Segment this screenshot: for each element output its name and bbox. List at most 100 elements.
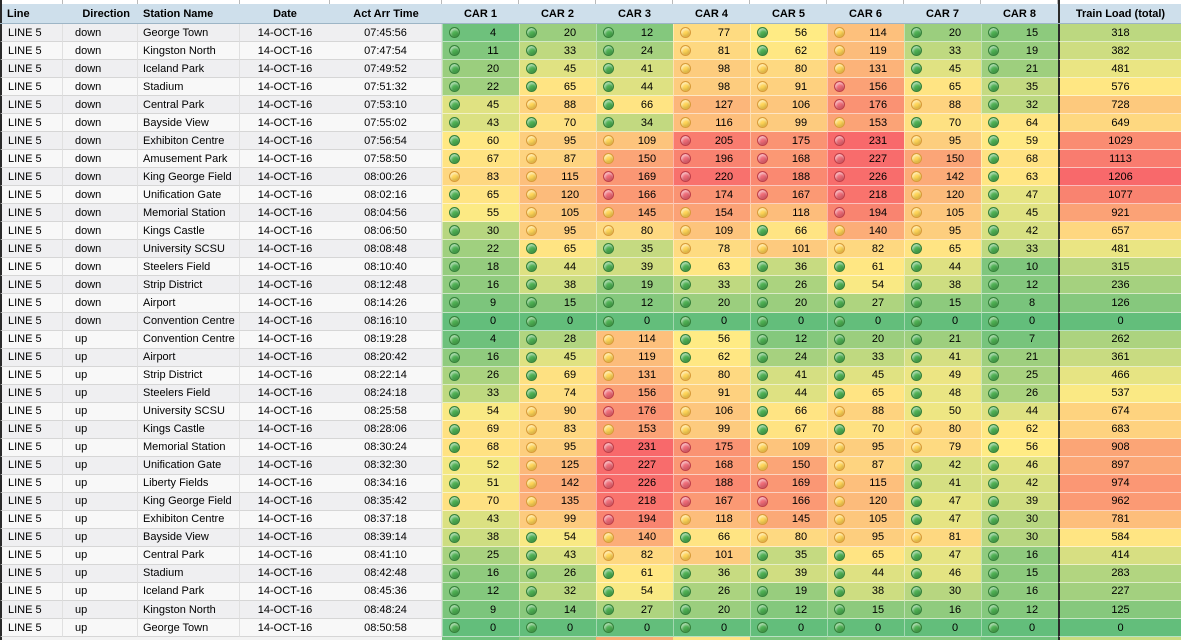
car-5-cell[interactable]: 19: [750, 582, 827, 601]
car-7-cell[interactable]: 46: [904, 564, 981, 583]
car-4-cell[interactable]: 20: [673, 601, 750, 620]
car-4-cell[interactable]: 78: [673, 240, 750, 259]
car-3-cell[interactable]: 176: [596, 402, 673, 421]
car-5-cell[interactable]: 0: [750, 312, 827, 331]
cell-date[interactable]: 14-OCT-16: [240, 276, 330, 295]
cell-date[interactable]: 14-OCT-16: [240, 204, 330, 223]
car-3-cell[interactable]: 150: [596, 150, 673, 169]
cell-train-load-total[interactable]: 481: [1058, 240, 1181, 259]
car-5-cell[interactable]: 39: [750, 564, 827, 583]
cell-direction[interactable]: up: [63, 528, 138, 547]
cell-date[interactable]: 14-OCT-16: [240, 294, 330, 313]
car-2-cell[interactable]: 115: [519, 168, 596, 187]
car-6-cell[interactable]: 44: [827, 564, 904, 583]
car-1-cell[interactable]: 43: [442, 510, 519, 529]
car-1-cell[interactable]: 69: [442, 420, 519, 439]
cell-act-arr-time[interactable]: 07:49:52: [330, 60, 442, 79]
cell-station-name[interactable]: George Town: [138, 619, 240, 638]
cell-train-load-total[interactable]: 0: [1058, 619, 1181, 638]
car-5-cell[interactable]: 99: [750, 114, 827, 133]
car-5-cell[interactable]: 41: [750, 366, 827, 385]
cell-station-name[interactable]: Stadium: [138, 78, 240, 97]
cell-date[interactable]: 14-OCT-16: [240, 420, 330, 439]
car-7-cell[interactable]: 41: [904, 474, 981, 493]
car-8-cell[interactable]: 45: [981, 204, 1058, 223]
car-3-cell[interactable]: 39: [596, 258, 673, 277]
cell-act-arr-time[interactable]: 08:10:40: [330, 258, 442, 277]
cell-line[interactable]: LINE 5: [0, 222, 63, 241]
cell-train-load-total[interactable]: 728: [1058, 96, 1181, 115]
car-5-cell[interactable]: 118: [750, 204, 827, 223]
car-2-cell[interactable]: 54: [519, 528, 596, 547]
car-1-cell[interactable]: 55: [442, 204, 519, 223]
car-5-cell[interactable]: 44: [750, 384, 827, 403]
car-2-cell[interactable]: 95: [519, 222, 596, 241]
car-1-cell[interactable]: 22: [442, 240, 519, 259]
car-7-cell[interactable]: 0: [904, 312, 981, 331]
car-1-cell[interactable]: 65: [442, 186, 519, 205]
cell-train-load-total[interactable]: 974: [1058, 474, 1181, 493]
cell-direction[interactable]: up: [63, 510, 138, 529]
car-1-cell[interactable]: 4: [442, 330, 519, 349]
cell-station-name[interactable]: Unification Gate: [138, 456, 240, 475]
cell-date[interactable]: 14-OCT-16: [240, 474, 330, 493]
car-3-cell[interactable]: 80: [596, 222, 673, 241]
cell-line[interactable]: LINE 5: [0, 366, 63, 385]
car-5-cell[interactable]: 24: [750, 348, 827, 367]
cell-station-name[interactable]: University SCSU: [138, 240, 240, 259]
car-5-cell[interactable]: 35: [750, 546, 827, 565]
cell-train-load-total[interactable]: 125: [1058, 601, 1181, 620]
cell-act-arr-time[interactable]: 08:20:42: [330, 348, 442, 367]
car-3-cell[interactable]: 156: [596, 384, 673, 403]
cell-direction[interactable]: up: [63, 402, 138, 421]
car-8-cell[interactable]: 25: [981, 366, 1058, 385]
cell-train-load-total[interactable]: 781: [1058, 510, 1181, 529]
cell-act-arr-time[interactable]: 07:51:32: [330, 78, 442, 97]
cell-station-name[interactable]: Central Park: [138, 546, 240, 565]
cell-date[interactable]: 14-OCT-16: [240, 546, 330, 565]
car-4-cell[interactable]: 0: [673, 312, 750, 331]
cell-line[interactable]: LINE 5: [0, 492, 63, 511]
cell-direction[interactable]: down: [63, 276, 138, 295]
car-2-cell[interactable]: 74: [519, 384, 596, 403]
car-3-cell[interactable]: 153: [596, 420, 673, 439]
car-3-cell[interactable]: 41: [596, 60, 673, 79]
car-1-cell[interactable]: 83: [442, 168, 519, 187]
cell-date[interactable]: 14-OCT-16: [240, 42, 330, 61]
cell-act-arr-time[interactable]: 08:42:48: [330, 564, 442, 583]
cell-station-name[interactable]: Convention Centre: [138, 330, 240, 349]
car-6-cell[interactable]: 38: [827, 582, 904, 601]
car-5-cell[interactable]: 26: [750, 276, 827, 295]
car-5-cell[interactable]: 56: [750, 24, 827, 43]
cell-train-load-total[interactable]: 315: [1058, 258, 1181, 277]
cell-station-name[interactable]: Convention Centre: [138, 312, 240, 331]
cell-station-name[interactable]: University SCSU: [138, 402, 240, 421]
car-4-cell[interactable]: 80: [673, 366, 750, 385]
car-7-cell[interactable]: 47: [904, 510, 981, 529]
header-car-2[interactable]: CAR 2: [540, 7, 574, 20]
car-6-cell[interactable]: 70: [827, 420, 904, 439]
cell-date[interactable]: 14-OCT-16: [240, 168, 330, 187]
car-3-cell[interactable]: 218: [596, 492, 673, 511]
car-8-cell[interactable]: 16: [981, 546, 1058, 565]
cell-act-arr-time[interactable]: 08:00:26: [330, 168, 442, 187]
cell-line[interactable]: LINE 5: [0, 582, 63, 601]
car-8-cell[interactable]: 8: [981, 294, 1058, 313]
car-4-cell[interactable]: 205: [673, 132, 750, 151]
car-2-cell[interactable]: 95: [519, 132, 596, 151]
car-3-cell[interactable]: 194: [596, 510, 673, 529]
car-8-cell[interactable]: 68: [981, 150, 1058, 169]
cell-train-load-total[interactable]: 236: [1058, 276, 1181, 295]
car-6-cell[interactable]: 0: [827, 312, 904, 331]
cell-date[interactable]: 14-OCT-16: [240, 132, 330, 151]
car-7-cell[interactable]: 65: [904, 240, 981, 259]
cell-direction[interactable]: up: [63, 330, 138, 349]
cell-line[interactable]: LINE 5: [0, 60, 63, 79]
header-car-7[interactable]: CAR 7: [925, 7, 959, 20]
car-2-cell[interactable]: 95: [519, 438, 596, 457]
car-7-cell[interactable]: 44: [904, 258, 981, 277]
cell-direction[interactable]: down: [63, 24, 138, 43]
cell-act-arr-time[interactable]: 08:45:36: [330, 582, 442, 601]
cell-train-load-total[interactable]: 126: [1058, 294, 1181, 313]
header-date[interactable]: Date: [273, 7, 297, 20]
